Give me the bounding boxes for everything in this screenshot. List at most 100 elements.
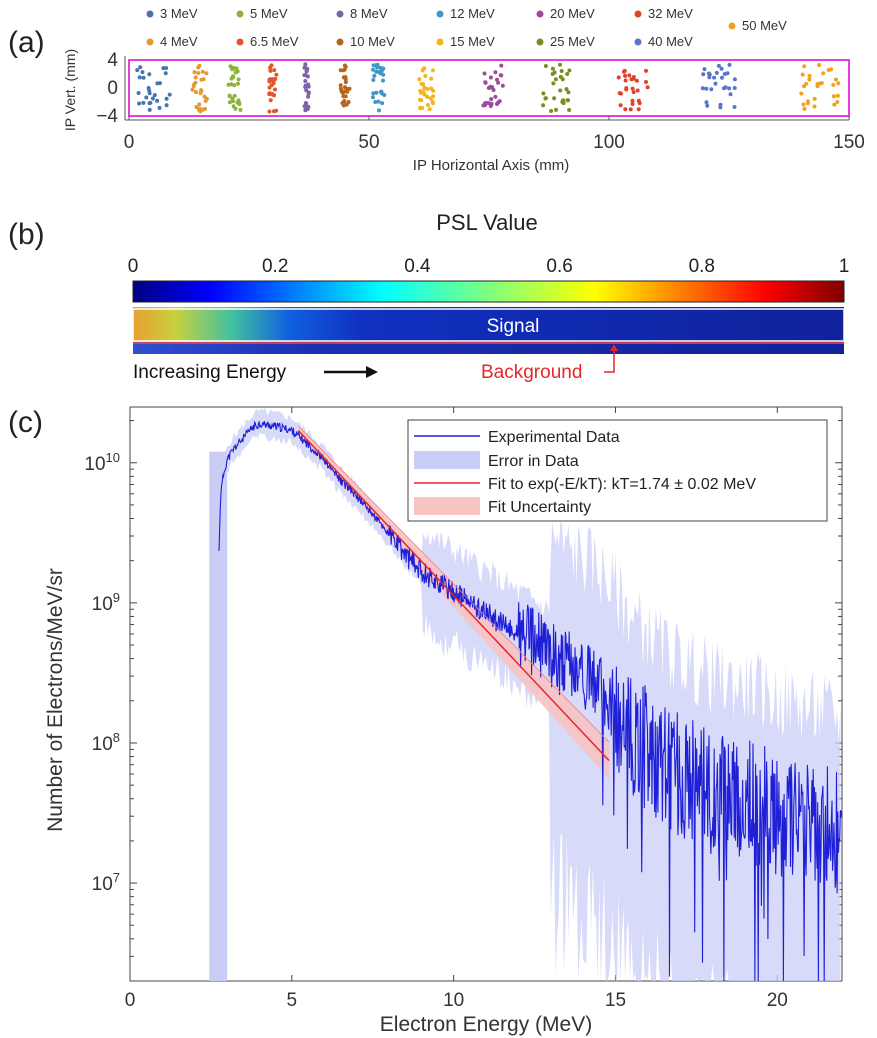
legend-label: 8 MeV: [350, 6, 388, 21]
data-point: [550, 72, 555, 76]
data-point: [565, 98, 570, 103]
data-point: [192, 82, 196, 87]
data-point: [303, 108, 308, 113]
x-tick-label: 20: [767, 990, 788, 1011]
data-point: [722, 72, 727, 76]
data-point: [229, 76, 234, 81]
data-point: [235, 81, 240, 86]
data-point: [829, 67, 834, 72]
data-point: [550, 66, 555, 71]
data-point: [338, 83, 343, 88]
data-point: [417, 77, 422, 82]
data-point: [268, 98, 273, 103]
legend-marker: [436, 10, 444, 18]
data-point: [267, 92, 272, 97]
data-point: [137, 101, 142, 106]
legend-marker: [436, 38, 444, 46]
data-point: [565, 72, 570, 76]
data-point: [379, 89, 384, 94]
data-point: [135, 68, 140, 73]
data-point: [714, 70, 719, 75]
colorbar-tick-label: 0.4: [404, 256, 431, 277]
data-point: [152, 93, 157, 98]
data-point: [137, 75, 142, 80]
data-point: [190, 87, 195, 92]
data-point: [801, 102, 806, 107]
panel-a-plot-frame: [128, 59, 850, 117]
panel-a-axes: 0 50 100 150 4 0 −4: [96, 50, 865, 153]
data-point: [267, 85, 272, 90]
y-tick-label: 108: [92, 730, 120, 755]
data-point: [834, 77, 838, 82]
data-point: [621, 69, 626, 74]
legend-entry: Experimental Data: [488, 429, 620, 446]
data-point: [305, 67, 310, 72]
data-point: [634, 78, 639, 83]
data-point: [422, 66, 427, 71]
x-tick-label: 150: [833, 132, 865, 153]
panel-a-ylabel: IP Vert. (mm): [62, 49, 78, 131]
panel-c-frame: [129, 406, 843, 982]
data-point: [635, 88, 640, 93]
data-point: [192, 70, 197, 75]
data-point: [495, 77, 499, 82]
panel-label-c: (c): [8, 406, 43, 439]
legend-marker: [634, 38, 642, 46]
data-point: [493, 70, 498, 75]
data-point: [201, 77, 206, 82]
data-point: [376, 70, 381, 74]
data-point: [702, 67, 707, 72]
data-point: [499, 63, 504, 68]
data-point: [732, 86, 737, 90]
data-point: [197, 102, 202, 107]
legend-marker: [336, 10, 344, 18]
data-point: [375, 65, 380, 70]
background-pointer-arrow: [604, 348, 615, 373]
data-point: [623, 107, 628, 112]
data-point: [231, 104, 236, 109]
colorbar-tick-label: 0.6: [546, 256, 572, 277]
data-point: [144, 95, 149, 100]
data-point: [155, 81, 160, 86]
data-point: [707, 75, 712, 80]
data-point: [236, 77, 241, 82]
data-point: [488, 75, 493, 80]
y-tick-label: 4: [107, 50, 118, 71]
data-point: [817, 63, 822, 67]
legend-marker: [236, 38, 244, 46]
data-point: [426, 103, 430, 107]
data-point: [163, 71, 168, 76]
data-point: [305, 74, 310, 79]
data-point: [418, 106, 423, 111]
legend-marker: [536, 10, 544, 18]
data-point: [559, 69, 564, 73]
data-point: [373, 100, 378, 104]
legend-patch-swatch: [414, 497, 480, 515]
data-point: [193, 75, 198, 80]
data-point: [419, 98, 424, 103]
data-point: [270, 77, 275, 82]
data-point: [423, 74, 428, 78]
data-point: [800, 72, 805, 77]
data-point: [267, 109, 272, 114]
data-point: [566, 90, 571, 95]
data-point: [541, 103, 546, 108]
data-point: [718, 102, 723, 107]
data-point: [705, 103, 710, 108]
data-point: [227, 100, 232, 105]
colorbar: [132, 280, 845, 303]
data-point: [345, 89, 350, 94]
legend-label: 50 MeV: [742, 18, 787, 33]
fit-upper-bound: [298, 425, 610, 743]
data-point: [812, 96, 817, 101]
data-point: [561, 101, 566, 106]
colorbar-tick-label: 0.8: [689, 256, 715, 277]
data-point: [719, 66, 724, 71]
data-point: [341, 94, 346, 99]
background-pointer-head: [610, 344, 618, 351]
data-point: [271, 109, 276, 114]
colorbar-tick-label: 0: [128, 256, 139, 277]
data-point: [374, 90, 379, 95]
data-point: [342, 63, 347, 68]
data-point: [147, 107, 152, 112]
